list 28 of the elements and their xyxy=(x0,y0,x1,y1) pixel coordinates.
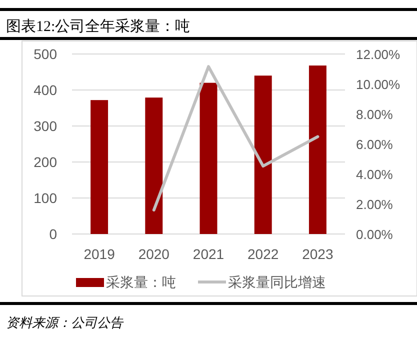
line-series xyxy=(152,65,320,212)
x-tick-label: 2019 xyxy=(84,246,116,262)
legend-label: 采浆量同比增速 xyxy=(228,275,326,291)
bar xyxy=(90,100,108,234)
y2-tick-label: 8.00% xyxy=(356,107,394,122)
x-tick-label: 2022 xyxy=(248,246,279,262)
y2-tick-label: 6.00% xyxy=(356,137,394,152)
text: 资料来源：公司公告 xyxy=(6,315,124,330)
y-tick-label: 300 xyxy=(34,118,58,134)
y2-tick-label: 4.00% xyxy=(356,167,394,182)
bar xyxy=(308,66,326,234)
y-tick-label: 500 xyxy=(34,46,58,62)
x-tick-label: 2021 xyxy=(192,246,224,262)
x-tick-label: 2020 xyxy=(138,246,170,262)
y-tick-label: 200 xyxy=(34,154,58,170)
legend-label: 采浆量：吨 xyxy=(106,275,176,291)
bar xyxy=(145,98,163,234)
y2-tick-label: 10.00% xyxy=(356,77,401,92)
bar xyxy=(254,76,272,234)
y-tick-label: 400 xyxy=(34,82,58,98)
y-tick-label: 100 xyxy=(34,190,58,206)
y-tick-label: 0 xyxy=(49,226,58,242)
x-tick-label: 2023 xyxy=(302,246,334,262)
chart-title: 图表12:公司全年采浆量：吨 xyxy=(6,18,190,35)
bar xyxy=(200,82,218,234)
y2-tick-label: 12.00% xyxy=(356,47,401,62)
y2-tick-label: 0.00% xyxy=(356,227,394,242)
y2-tick-label: 2.00% xyxy=(356,197,394,212)
